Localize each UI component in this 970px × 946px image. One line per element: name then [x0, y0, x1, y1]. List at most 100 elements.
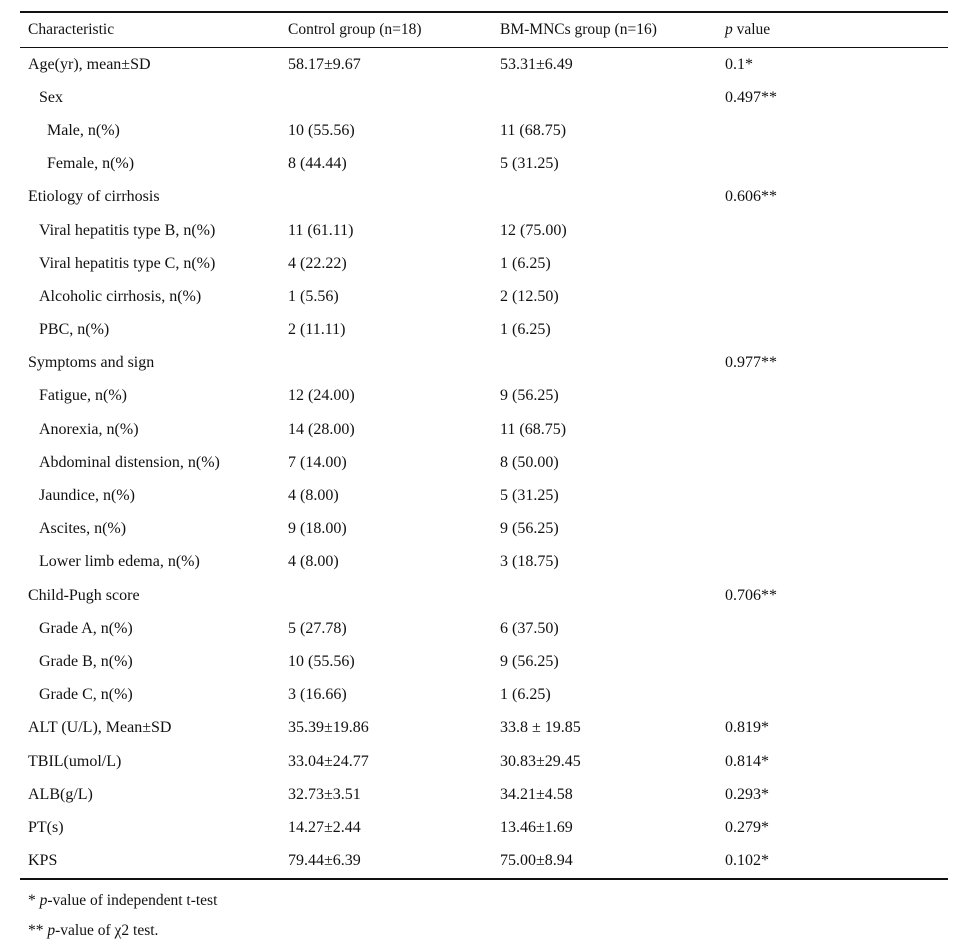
cell-bm-mncs: 3 (18.75) [500, 553, 559, 571]
cell-p-value [725, 214, 948, 247]
cell-bm-mncs [500, 81, 725, 114]
row-label: Viral hepatitis type B, n(%) [39, 221, 216, 239]
cell-bm-mncs: 11 (68.75) [500, 121, 567, 139]
cell-control: 35.39±19.86 [288, 719, 369, 737]
header-control-group: Control group (n=18) [288, 21, 422, 38]
table-row: PBC, n(%) 2 (11.11) 1 (6.25) [20, 314, 948, 347]
cell-control: 12 (24.00) [288, 387, 355, 405]
table-row: Grade B, n(%) 10 (55.56) 9 (56.25) [20, 645, 948, 678]
cell-bm-mncs: 1 (6.25) [500, 254, 551, 272]
cell-bm-mncs [500, 579, 725, 612]
cell-p-value: 0.814* [725, 752, 769, 770]
footnote-marker: * [28, 892, 40, 909]
table-row: KPS 79.44±6.39 75.00±8.94 0.102* [20, 845, 948, 879]
row-label: KPS [28, 852, 58, 870]
cell-p-value: 0.819* [725, 719, 769, 737]
cell-control: 5 (27.78) [288, 619, 347, 637]
row-label: ALT (U/L), Mean±SD [28, 719, 172, 737]
table-row: PT(s) 14.27±2.44 13.46±1.69 0.279* [20, 811, 948, 844]
footnote-marker: ** [28, 922, 48, 939]
cell-bm-mncs: 13.46±1.69 [500, 818, 573, 836]
row-label: Abdominal distension, n(%) [39, 453, 220, 471]
cell-control: 8 (44.44) [288, 155, 347, 173]
table-row: ALT (U/L), Mean±SD 35.39±19.86 33.8 ± 19.8… [20, 712, 948, 745]
cell-control [288, 579, 500, 612]
cell-bm-mncs: 11 (68.75) [500, 420, 567, 438]
cell-control: 58.17±9.67 [288, 55, 361, 73]
row-label: Fatigue, n(%) [39, 387, 127, 405]
row-label: Viral hepatitis type C, n(%) [39, 254, 216, 272]
cell-p-value: 0.606** [725, 188, 777, 206]
table-row: Lower limb edema, n(%) 4 (8.00) 3 (18.75) [20, 546, 948, 579]
row-label: Anorexia, n(%) [39, 420, 139, 438]
cell-p-value: 0.977** [725, 354, 777, 372]
table-row: Viral hepatitis type C, n(%) 4 (22.22) 1 (… [20, 247, 948, 280]
header-bm-mncs-group: BM-MNCs group (n=16) [500, 21, 657, 38]
cell-control: 4 (8.00) [288, 487, 339, 505]
row-label: Etiology of cirrhosis [28, 188, 160, 206]
cell-bm-mncs: 12 (75.00) [500, 221, 567, 239]
cell-control: 7 (14.00) [288, 453, 347, 471]
cell-control [288, 347, 500, 380]
cell-p-value [725, 247, 948, 280]
cell-control: 32.73±3.51 [288, 785, 361, 803]
cell-bm-mncs: 9 (56.25) [500, 387, 559, 405]
table-row: TBIL(umol/L) 33.04±24.77 30.83±29.45 0.814* [20, 745, 948, 778]
table-row: Ascites, n(%) 9 (18.00) 9 (56.25) [20, 513, 948, 546]
row-label: Alcoholic cirrhosis, n(%) [39, 287, 202, 305]
row-label: TBIL(umol/L) [28, 752, 122, 770]
cell-control: 14.27±2.44 [288, 818, 361, 836]
cell-p-value [725, 645, 948, 678]
cell-bm-mncs: 33.8 ± 19.85 [500, 719, 581, 737]
table-row: Symptoms and sign 0.977** [20, 347, 948, 380]
cell-control: 4 (8.00) [288, 553, 339, 571]
footnote-text: -value of χ2 test. [55, 922, 159, 939]
table-row: Fatigue, n(%) 12 (24.00) 9 (56.25) [20, 380, 948, 413]
row-label: Sex [39, 88, 63, 106]
footnote-text: -value of independent t-test [47, 892, 218, 909]
data-table-container: Characteristic Control group (n=18) BM-M… [20, 11, 948, 880]
table-row: Sex 0.497** [20, 81, 948, 114]
row-label: Ascites, n(%) [39, 520, 127, 538]
cell-bm-mncs: 2 (12.50) [500, 287, 559, 305]
table-row: Age(yr), mean±SD 58.17±9.67 53.31±6.49 0.1* [20, 48, 948, 82]
cell-control: 2 (11.11) [288, 321, 346, 339]
table-row: Viral hepatitis type B, n(%) 11 (61.11) 12… [20, 214, 948, 247]
header-characteristic: Characteristic [28, 21, 115, 38]
cell-control: 10 (55.56) [288, 652, 355, 670]
table-row: Anorexia, n(%) 14 (28.00) 11 (68.75) [20, 413, 948, 446]
cell-p-value: 0.1* [725, 55, 753, 73]
cell-p-value: 0.497** [725, 88, 777, 106]
footnote-p-italic: p [39, 892, 48, 909]
cell-control [288, 181, 500, 214]
table-row: Etiology of cirrhosis 0.606** [20, 181, 948, 214]
table-row: Male, n(%) 10 (55.56) 11 (68.75) [20, 114, 948, 147]
cell-control [288, 81, 500, 114]
row-label: Symptoms and sign [28, 354, 155, 372]
table-row: Female, n(%) 8 (44.44) 5 (31.25) [20, 148, 948, 181]
cell-bm-mncs: 53.31±6.49 [500, 55, 573, 73]
row-label: PBC, n(%) [39, 321, 110, 339]
row-label: ALB(g/L) [28, 785, 93, 803]
table-body: Age(yr), mean±SD 58.17±9.67 53.31±6.49 0.1*… [20, 48, 948, 879]
cell-control: 4 (22.22) [288, 254, 347, 272]
characteristics-table: Characteristic Control group (n=18) BM-M… [20, 11, 948, 880]
cell-bm-mncs: 1 (6.25) [500, 321, 551, 339]
cell-p-value [725, 612, 948, 645]
cell-p-value [725, 413, 948, 446]
cell-control: 33.04±24.77 [288, 752, 369, 770]
cell-control: 14 (28.00) [288, 420, 355, 438]
row-label: Grade C, n(%) [39, 686, 133, 704]
footnote-t-test: * p-value of independent t-test [28, 886, 217, 916]
cell-control: 3 (16.66) [288, 686, 347, 704]
cell-bm-mncs: 9 (56.25) [500, 520, 559, 538]
cell-p-value: 0.279* [725, 818, 769, 836]
cell-control: 11 (61.11) [288, 221, 354, 239]
table-row: Grade C, n(%) 3 (16.66) 1 (6.25) [20, 679, 948, 712]
row-label: Grade B, n(%) [39, 652, 133, 670]
cell-p-value [725, 546, 948, 579]
cell-bm-mncs: 5 (31.25) [500, 487, 559, 505]
header-p-value: p value [725, 12, 948, 48]
table-row: Child-Pugh score 0.706** [20, 579, 948, 612]
header-p-suffix: value [732, 21, 771, 38]
